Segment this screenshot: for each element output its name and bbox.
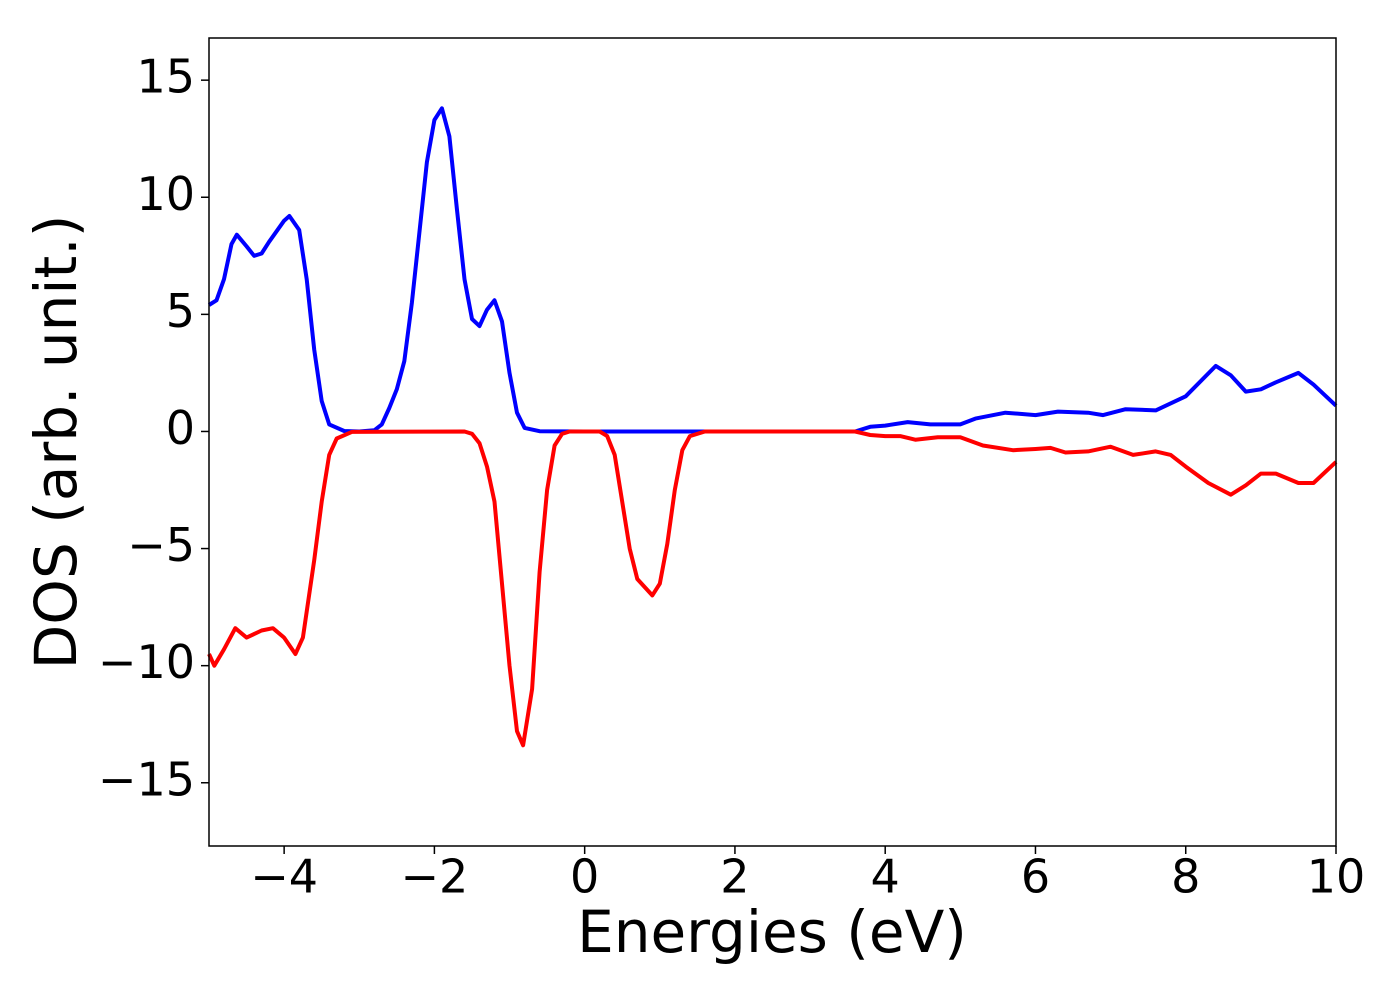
x-tick-label: 8 bbox=[1171, 850, 1200, 904]
x-tick-label: 10 bbox=[1307, 850, 1366, 904]
dos-line bbox=[207, 429, 1338, 748]
y-axis-label: DOS (arb. unit.) bbox=[22, 215, 90, 670]
y-tick-label: 5 bbox=[166, 284, 195, 338]
x-tick-label: −2 bbox=[400, 850, 468, 904]
y-tick-label: 15 bbox=[136, 50, 195, 104]
dos-line bbox=[207, 106, 1338, 434]
y-tick-label: −15 bbox=[98, 752, 195, 806]
y-tick-label: −10 bbox=[98, 635, 195, 689]
x-tick-label: 2 bbox=[720, 850, 749, 904]
y-tick-label: 10 bbox=[136, 167, 195, 221]
x-tick-label: 4 bbox=[871, 850, 900, 904]
x-tick-label: 6 bbox=[1021, 850, 1050, 904]
x-axis-label: Energies (eV) bbox=[577, 898, 967, 966]
x-tick-label: −4 bbox=[250, 850, 318, 904]
y-tick-label: −5 bbox=[127, 518, 195, 572]
y-tick-label: 0 bbox=[166, 401, 195, 455]
x-tick-label: 0 bbox=[570, 850, 599, 904]
plot-frame bbox=[208, 37, 1337, 847]
